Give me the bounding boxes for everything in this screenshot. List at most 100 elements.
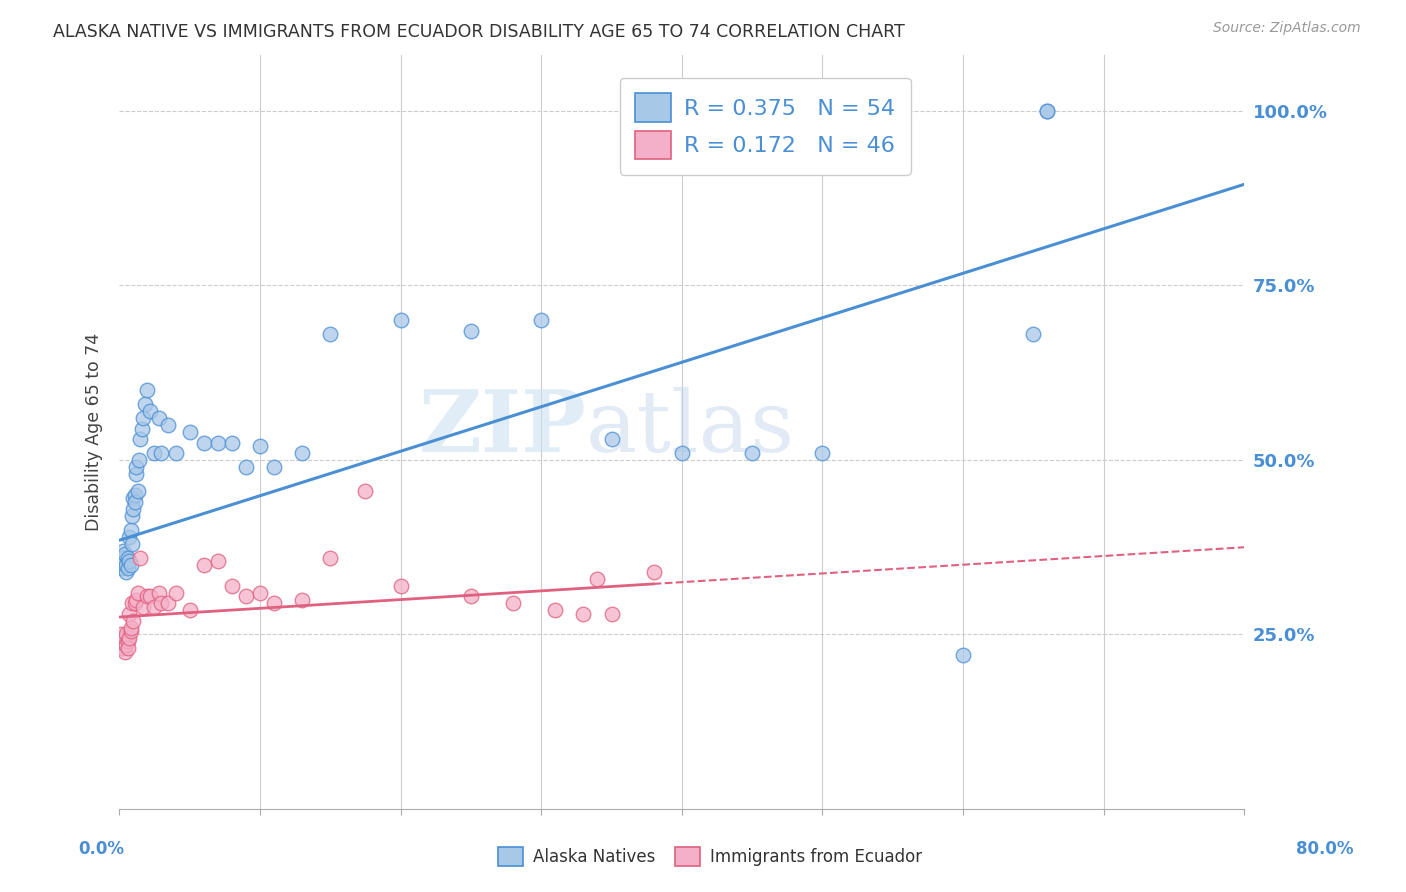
Point [112, 634, 135, 648]
Point [122, 491, 145, 506]
Point [139, 404, 162, 418]
Point [249, 439, 271, 453]
Point [118, 530, 141, 544]
Point [157, 418, 180, 433]
Point [263, 596, 285, 610]
Point [572, 607, 595, 621]
Point [128, 453, 150, 467]
Point [530, 313, 553, 327]
Point [120, 624, 142, 638]
Point [291, 446, 314, 460]
Point [544, 603, 567, 617]
Point [741, 446, 763, 460]
Point [319, 327, 342, 342]
Point [131, 421, 153, 435]
Point [111, 561, 134, 575]
Point [118, 554, 141, 568]
Text: ZIP: ZIP [419, 386, 586, 470]
Point [115, 627, 138, 641]
Point [117, 634, 139, 648]
Point [127, 484, 149, 499]
Point [112, 543, 135, 558]
Point [115, 638, 138, 652]
Point [643, 565, 665, 579]
Point [179, 425, 201, 439]
Point [117, 550, 139, 565]
Point [114, 554, 136, 568]
Point [118, 607, 141, 621]
Point [157, 596, 180, 610]
Point [124, 596, 146, 610]
Point [143, 599, 166, 614]
Point [134, 397, 156, 411]
Point [150, 446, 173, 460]
Point [118, 631, 141, 645]
Point [132, 599, 155, 614]
Point [502, 596, 524, 610]
Point [221, 435, 243, 450]
Point [114, 645, 136, 659]
Point [117, 641, 139, 656]
Point [1036, 103, 1059, 118]
Point [124, 495, 146, 509]
Point [148, 411, 170, 425]
Text: Source: ZipAtlas.com: Source: ZipAtlas.com [1213, 21, 1361, 36]
Point [1036, 103, 1059, 118]
Point [120, 523, 142, 537]
Point [121, 537, 143, 551]
Text: 80.0%: 80.0% [1296, 840, 1353, 858]
Point [125, 467, 148, 481]
Point [129, 550, 152, 565]
Point [127, 585, 149, 599]
Point [952, 648, 974, 663]
Point [165, 446, 187, 460]
Point [117, 561, 139, 575]
Point [235, 589, 257, 603]
Y-axis label: Disability Age 65 to 74: Disability Age 65 to 74 [86, 333, 103, 531]
Point [811, 446, 834, 460]
Point [193, 435, 215, 450]
Point [1022, 327, 1045, 342]
Point [110, 627, 132, 641]
Point [125, 592, 148, 607]
Point [114, 547, 136, 561]
Point [120, 620, 142, 634]
Point [143, 446, 166, 460]
Point [221, 579, 243, 593]
Point [165, 585, 187, 599]
Point [115, 565, 138, 579]
Text: 0.0%: 0.0% [79, 840, 124, 858]
Point [121, 508, 143, 523]
Point [291, 592, 314, 607]
Legend: R = 0.375   N = 54, R = 0.172   N = 46: R = 0.375 N = 54, R = 0.172 N = 46 [620, 78, 911, 175]
Point [193, 558, 215, 572]
Point [148, 585, 170, 599]
Point [460, 589, 482, 603]
Point [249, 585, 271, 599]
Point [122, 501, 145, 516]
Point [389, 579, 412, 593]
Legend: Alaska Natives, Immigrants from Ecuador: Alaska Natives, Immigrants from Ecuador [491, 840, 929, 873]
Point [354, 484, 377, 499]
Point [129, 432, 152, 446]
Point [150, 596, 173, 610]
Point [207, 435, 229, 450]
Point [121, 596, 143, 610]
Point [671, 446, 693, 460]
Point [125, 460, 148, 475]
Point [120, 558, 142, 572]
Point [115, 558, 138, 572]
Point [389, 313, 412, 327]
Point [132, 411, 155, 425]
Point [319, 550, 342, 565]
Point [600, 432, 623, 446]
Text: ALASKA NATIVE VS IMMIGRANTS FROM ECUADOR DISABILITY AGE 65 TO 74 CORRELATION CHA: ALASKA NATIVE VS IMMIGRANTS FROM ECUADOR… [53, 23, 905, 41]
Point [112, 550, 135, 565]
Point [136, 589, 159, 603]
Point [586, 572, 609, 586]
Point [111, 638, 134, 652]
Point [263, 460, 285, 475]
Point [112, 641, 135, 656]
Point [600, 607, 623, 621]
Point [179, 603, 201, 617]
